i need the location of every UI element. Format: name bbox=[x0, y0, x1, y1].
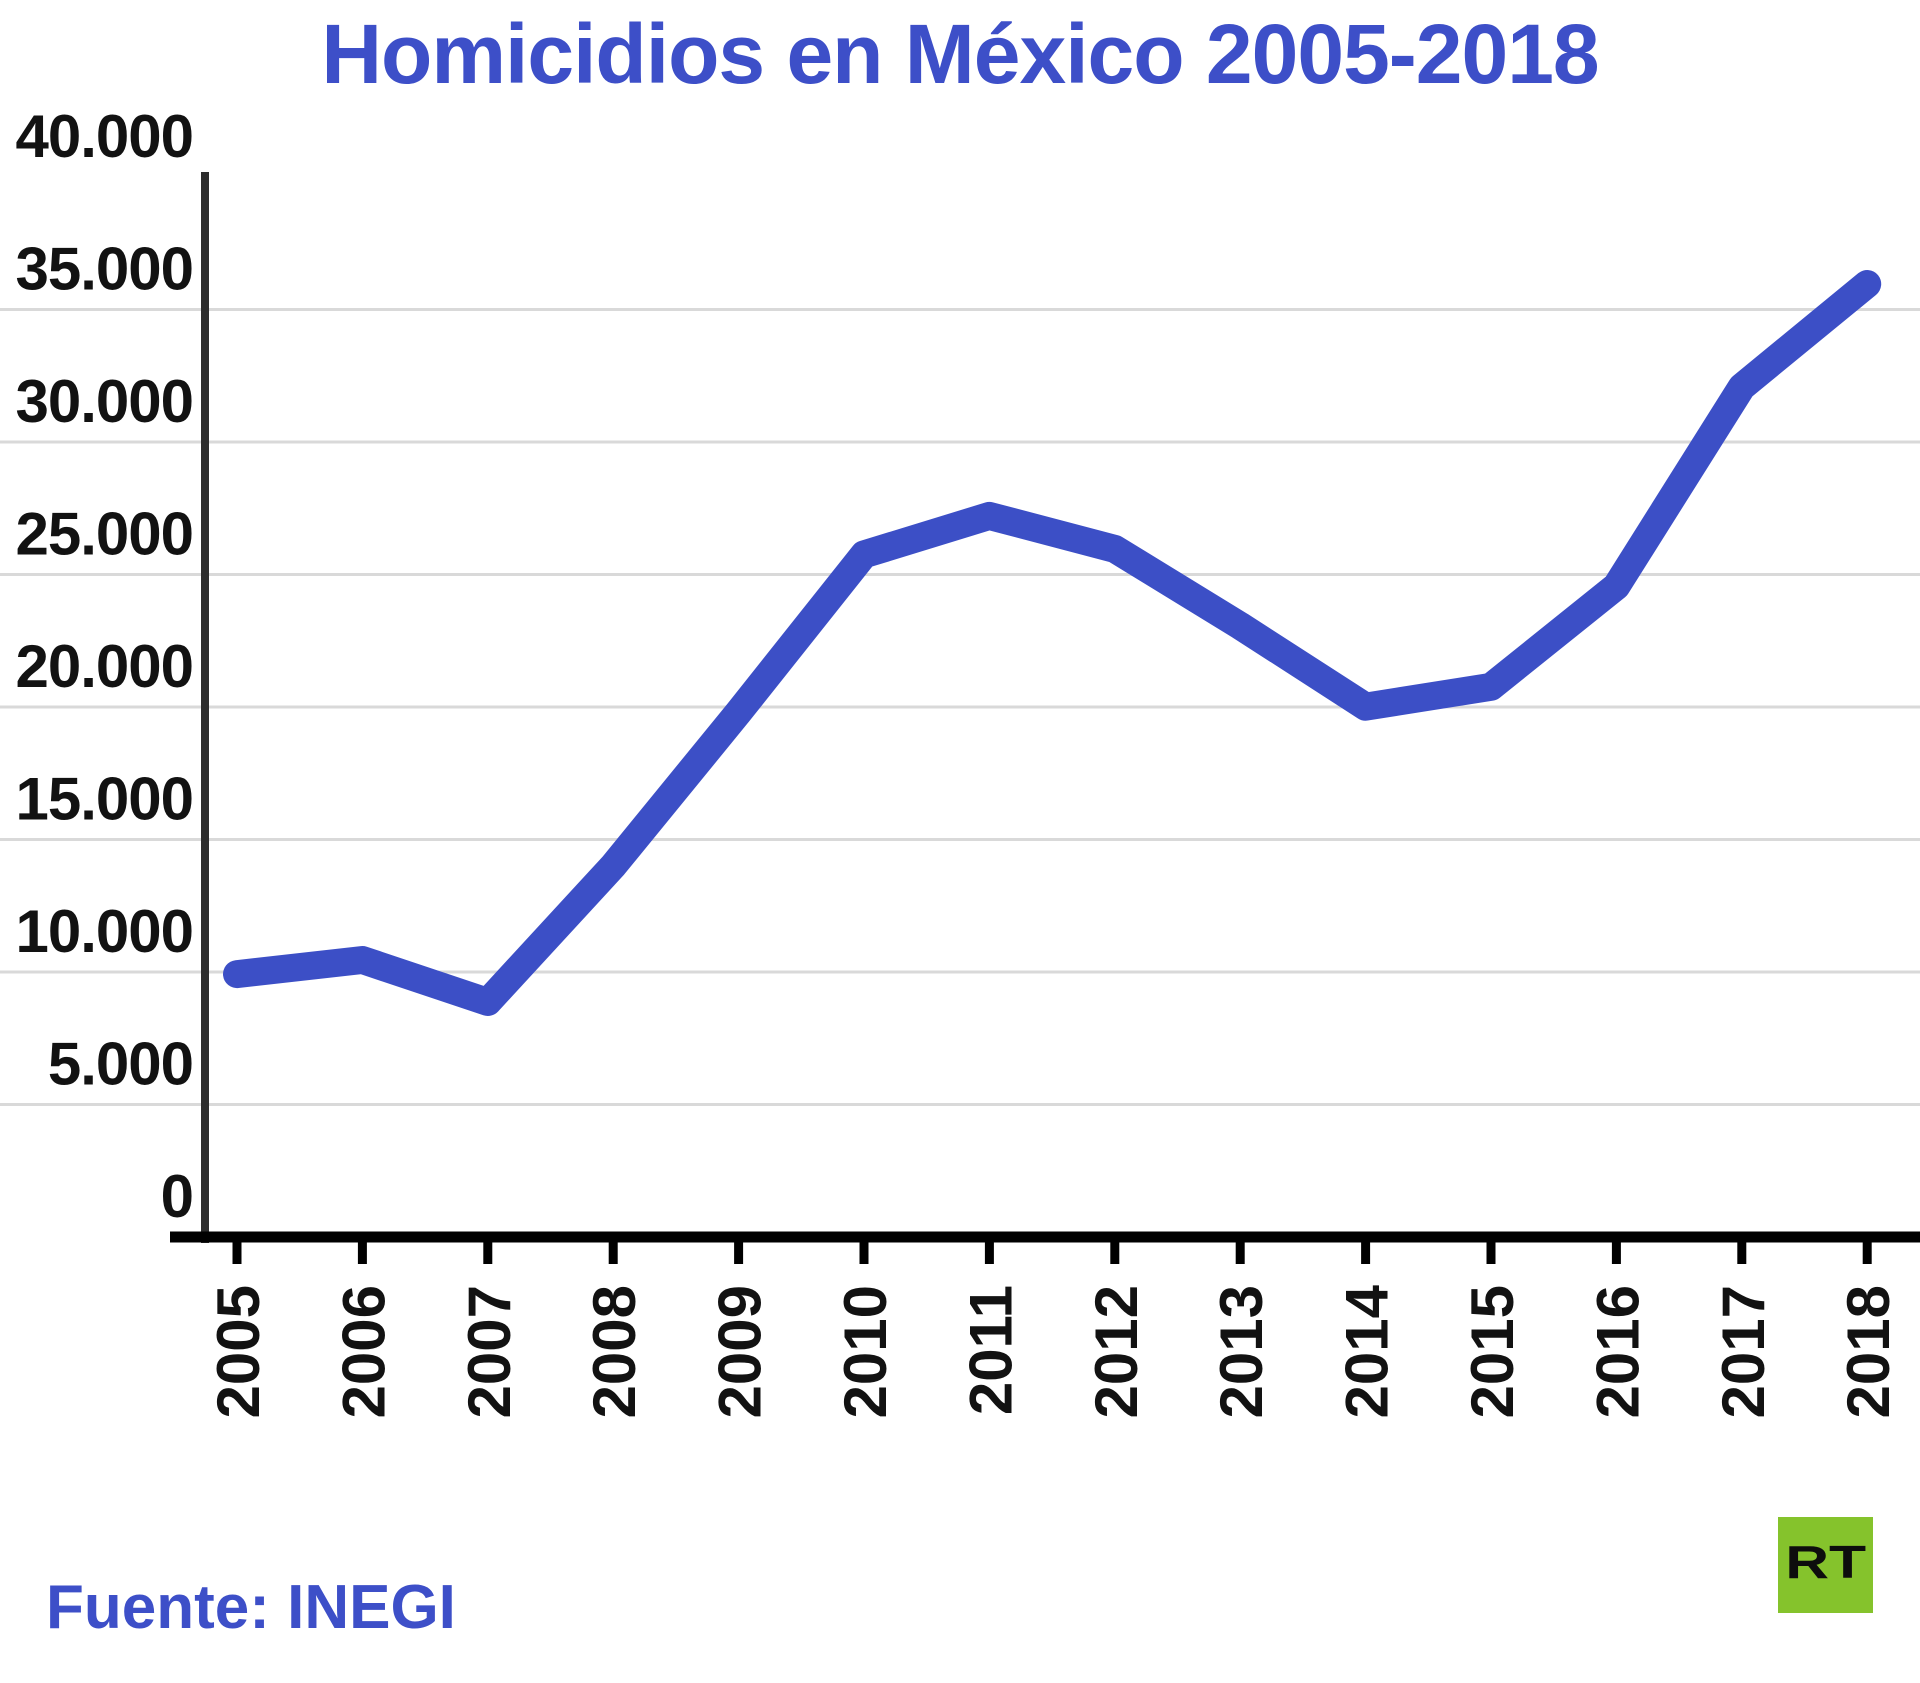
y-axis-label: 30.000 bbox=[15, 368, 193, 435]
y-axis-label: 0 bbox=[161, 1163, 193, 1230]
x-axis-label: 2012 bbox=[1083, 1285, 1150, 1418]
rt-logo: RT bbox=[1778, 1517, 1873, 1613]
y-axis-label: 5.000 bbox=[48, 1031, 193, 1098]
y-axis-label: 35.000 bbox=[15, 236, 193, 303]
x-axis-label: 2007 bbox=[456, 1285, 523, 1418]
x-axis-label: 2018 bbox=[1835, 1285, 1902, 1418]
y-axis-labels-group: 40.000 35.000 30.000 25.000 20.000 15.000 10.0… bbox=[15, 103, 194, 1230]
x-axis-label: 2009 bbox=[707, 1285, 774, 1418]
y-axis-label: 10.000 bbox=[15, 898, 193, 965]
x-axis-label: 2015 bbox=[1459, 1285, 1526, 1418]
homicides-line-series bbox=[223, 270, 1882, 1016]
x-axis-label: 2013 bbox=[1208, 1285, 1275, 1418]
y-axis-label: 25.000 bbox=[15, 501, 193, 568]
x-axis-label: 2006 bbox=[330, 1285, 397, 1418]
x-axis-label: 2010 bbox=[832, 1285, 899, 1418]
x-axis-label: 2016 bbox=[1584, 1285, 1651, 1418]
x-ticks-group bbox=[232, 1241, 1872, 1264]
x-axis-label: 2008 bbox=[581, 1285, 648, 1418]
rt-logo-text: RT bbox=[1785, 1536, 1866, 1588]
x-axis-labels-group: 2005 2006 2007 2008 2009 2010 2011 2012 2013 2014… bbox=[205, 1284, 1902, 1418]
x-axis-label: 2011 bbox=[957, 1285, 1024, 1415]
source-label: Fuente: INEGI bbox=[46, 1573, 456, 1642]
gridlines-group bbox=[0, 308, 1920, 1106]
y-axis-label: 40.000 bbox=[15, 103, 193, 170]
y-axis-label: 15.000 bbox=[15, 766, 193, 833]
chart-title: Homicidios en México 2005-2018 bbox=[321, 7, 1599, 101]
y-axis-label: 20.000 bbox=[15, 633, 193, 700]
x-axis-label: 2017 bbox=[1710, 1285, 1777, 1418]
x-axis-label: 2014 bbox=[1334, 1284, 1401, 1418]
x-axis-label: 2005 bbox=[205, 1285, 272, 1418]
